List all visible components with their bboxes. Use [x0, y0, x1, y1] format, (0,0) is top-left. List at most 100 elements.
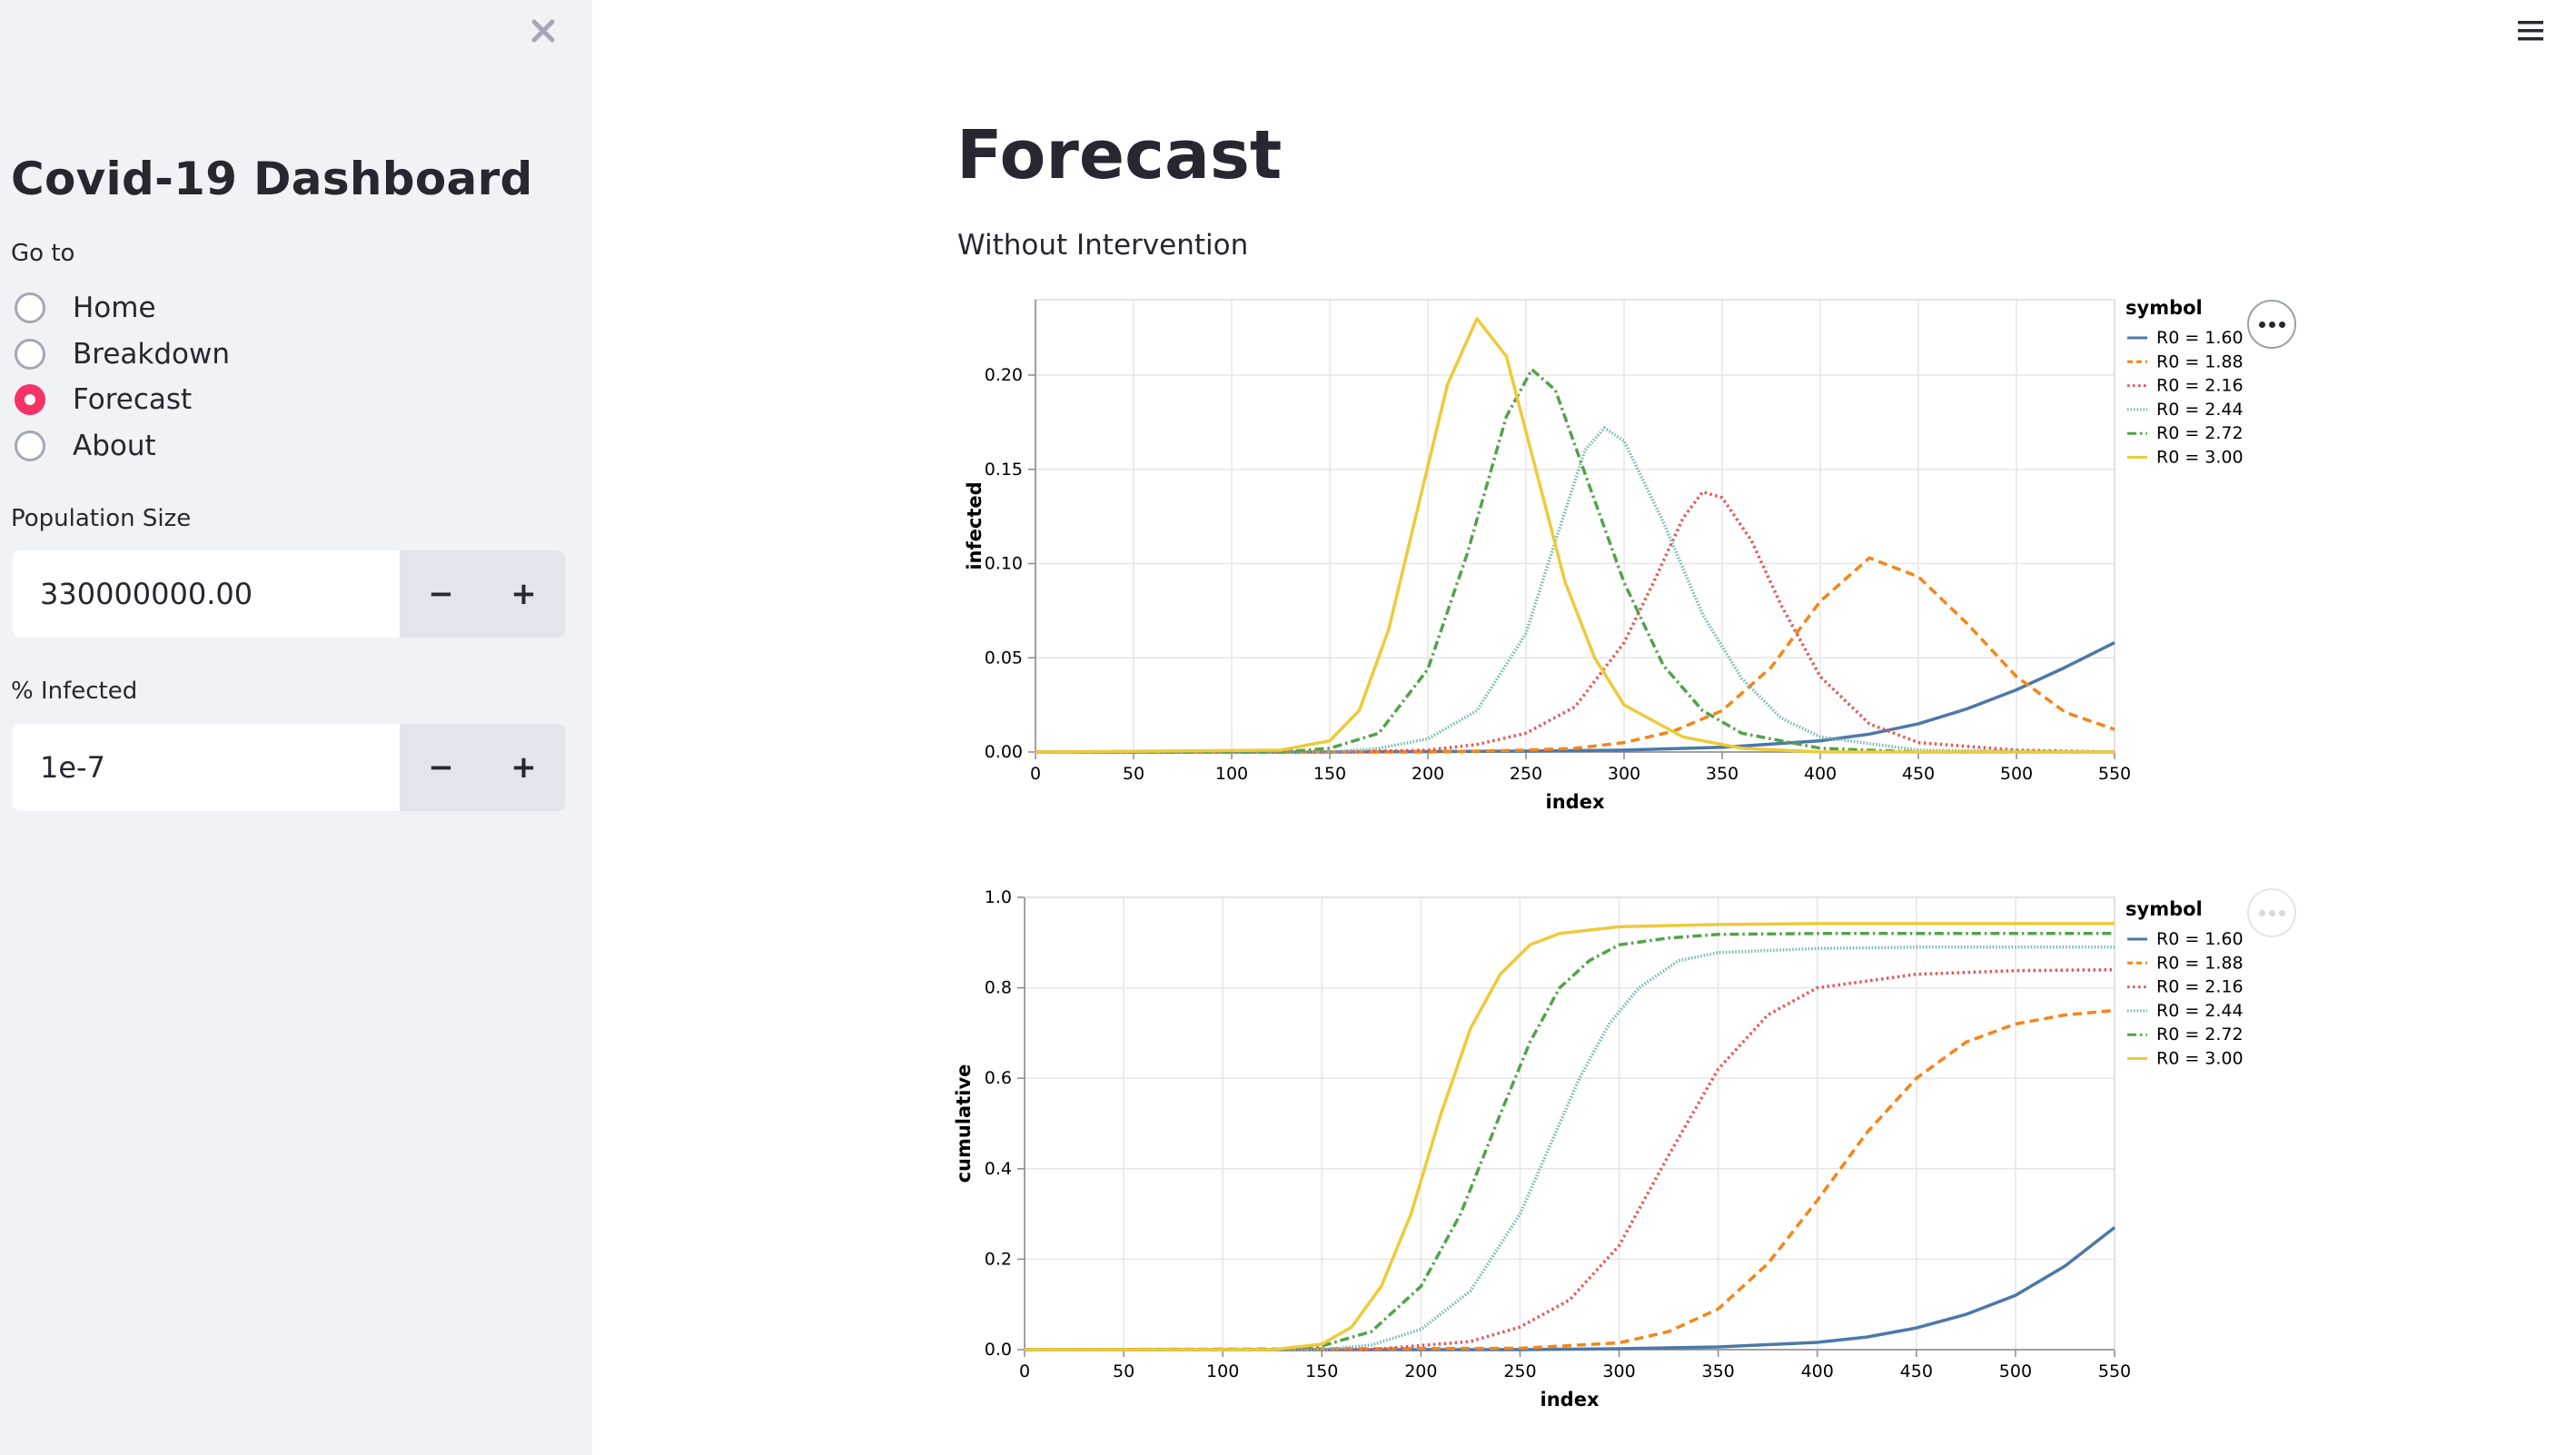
- x-tick-label: 450: [1900, 1361, 1933, 1381]
- x-tick-label: 450: [1902, 764, 1935, 784]
- legend-title: symbol: [2125, 297, 2203, 319]
- x-tick-label: 300: [1602, 1361, 1635, 1381]
- more-dots-icon: [2278, 321, 2285, 328]
- more-dots-icon: [2268, 321, 2275, 328]
- nav-radio-forecast[interactable]: Forecast: [15, 377, 230, 423]
- y-tick-label: 0.8: [985, 978, 1012, 998]
- population-size-label: Population Size: [11, 505, 192, 532]
- population-size-input-group: 330000000.00 − +: [13, 550, 565, 638]
- y-tick-label: 0.0: [985, 1340, 1012, 1360]
- more-dots-icon: [2278, 909, 2285, 916]
- y-axis-title: cumulative: [953, 1064, 975, 1183]
- percent-infected-input-group: 1e-7 − +: [13, 724, 565, 811]
- page-subtitle: Without Intervention: [957, 229, 1249, 262]
- radio-checked-icon[interactable]: [15, 384, 45, 416]
- y-tick-label: 0.2: [985, 1249, 1012, 1269]
- chart-actions-button[interactable]: [2247, 888, 2296, 937]
- x-tick-label: 0: [1030, 764, 1041, 784]
- nav-radio-label: Forecast: [73, 383, 193, 417]
- radio-unchecked-icon[interactable]: [15, 430, 45, 461]
- percent-infected-input[interactable]: 1e-7: [13, 724, 400, 811]
- plot-frame: [1024, 896, 2115, 1351]
- more-dots-icon: [2268, 909, 2275, 916]
- y-tick-label: 0.6: [985, 1068, 1012, 1088]
- x-tick-label: 200: [1404, 1361, 1437, 1381]
- x-tick-label: 200: [1412, 764, 1444, 784]
- y-tick-label: 0.00: [985, 742, 1023, 762]
- series-line-0272: [1035, 368, 2115, 754]
- legend-label: R0 = 1.88: [2156, 351, 2244, 371]
- nav-radio-home[interactable]: Home: [15, 285, 230, 332]
- close-icon: [531, 19, 555, 43]
- x-axis-title: index: [1546, 791, 1605, 813]
- hamburger-menu-icon: [2518, 21, 2543, 41]
- nav-radio-label: Breakdown: [73, 337, 230, 371]
- legend-label: R0 = 2.16: [2156, 376, 2244, 396]
- infected-decrement-button[interactable]: −: [400, 724, 482, 811]
- legend-label: R0 = 3.00: [2156, 448, 2244, 468]
- nav-radio-label: About: [73, 429, 156, 462]
- x-tick-label: 150: [1305, 1361, 1338, 1381]
- x-tick-label: 550: [2098, 764, 2131, 784]
- sidebar: Covid-19 Dashboard Go to Home Breakdown Fo…: [0, 0, 592, 1455]
- population-decrement-button[interactable]: −: [400, 550, 482, 638]
- x-tick-label: 50: [1123, 764, 1144, 784]
- series-line-0272: [1025, 932, 2115, 1351]
- infected-increment-button[interactable]: +: [482, 724, 565, 811]
- x-tick-label: 50: [1113, 1361, 1134, 1381]
- y-tick-label: 0.05: [985, 648, 1023, 668]
- legend-label: R0 = 1.88: [2156, 953, 2244, 973]
- legend-label: R0 = 2.72: [2156, 1024, 2244, 1044]
- y-tick-label: 1.0: [985, 887, 1012, 907]
- series-line-0244: [1025, 945, 2115, 1351]
- legend-title: symbol: [2125, 898, 2203, 920]
- main-menu-button[interactable]: [2512, 13, 2549, 49]
- nav-radio-about[interactable]: About: [15, 423, 230, 470]
- radio-dot-icon: [25, 394, 35, 406]
- series-line-0300: [1025, 922, 2115, 1351]
- x-tick-label: 400: [1804, 764, 1837, 784]
- population-increment-button[interactable]: +: [482, 550, 565, 638]
- series-line-0188: [1024, 1008, 2115, 1351]
- more-dots-icon: [2258, 909, 2265, 916]
- x-tick-label: 300: [1608, 764, 1640, 784]
- radio-unchecked-icon[interactable]: [15, 292, 45, 324]
- x-tick-label: 500: [1999, 1361, 2032, 1381]
- series-line-0160: [1035, 641, 2115, 754]
- plot-frame: [1035, 299, 2115, 753]
- nav-label: Go to: [11, 240, 75, 267]
- nav-radio-group: Home Breakdown Forecast About: [15, 285, 230, 469]
- x-tick-label: 0: [1019, 1361, 1030, 1381]
- percent-infected-label: % Infected: [11, 678, 138, 705]
- x-tick-label: 150: [1313, 764, 1346, 784]
- x-tick-label: 250: [1510, 764, 1542, 784]
- cumulative-chart: 0 50 100 150 200 250 300 350 400 450 500 550 0.0 0.2 0…: [953, 887, 2244, 1410]
- nav-radio-label: Home: [73, 292, 156, 325]
- sidebar-close-button[interactable]: [523, 11, 563, 51]
- radio-unchecked-icon[interactable]: [15, 338, 45, 370]
- nav-radio-breakdown[interactable]: Breakdown: [15, 332, 230, 378]
- x-tick-label: 250: [1503, 1361, 1536, 1381]
- series-line-0216: [1025, 967, 2115, 1351]
- y-tick-label: 0.20: [985, 365, 1023, 385]
- x-tick-label: 400: [1801, 1361, 1834, 1381]
- legend-label: R0 = 1.60: [2156, 328, 2244, 348]
- x-tick-label: 500: [2000, 764, 2033, 784]
- x-tick-label: 550: [2098, 1361, 2131, 1381]
- chart-actions-button[interactable]: [2247, 300, 2296, 349]
- sidebar-title: Covid-19 Dashboard: [11, 153, 533, 205]
- series-line-0244: [1035, 426, 2115, 754]
- population-size-input[interactable]: 330000000.00: [13, 550, 400, 638]
- x-tick-label: 350: [1702, 1361, 1735, 1381]
- legend-label: R0 = 2.72: [2156, 423, 2244, 443]
- legend-label: R0 = 2.16: [2156, 977, 2244, 997]
- legend-label: R0 = 1.60: [2156, 929, 2244, 949]
- series-line-0300: [1035, 317, 2115, 754]
- legend-label: R0 = 2.44: [2156, 1001, 2244, 1021]
- x-tick-label: 350: [1706, 764, 1739, 784]
- y-tick-label: 0.15: [985, 460, 1023, 480]
- legend-label: R0 = 3.00: [2156, 1049, 2244, 1069]
- x-axis-title: index: [1541, 1389, 1600, 1410]
- infected-chart: 0 50 100 150 200 250 300 350 400 450 500 550 0.00 0.0…: [964, 297, 2244, 813]
- x-tick-label: 100: [1206, 1361, 1239, 1381]
